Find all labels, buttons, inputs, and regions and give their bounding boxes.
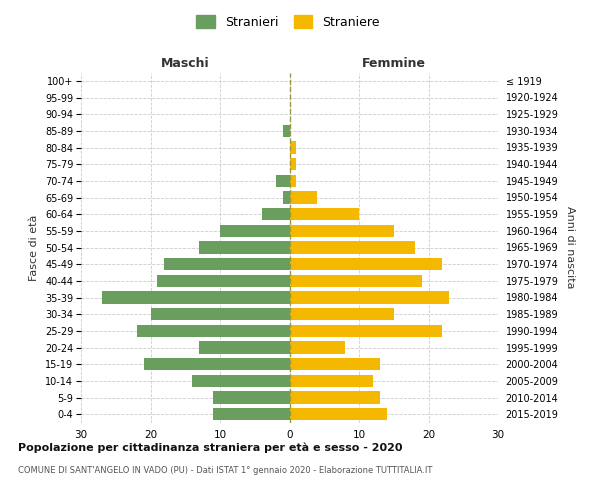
Text: Popolazione per cittadinanza straniera per età e sesso - 2020: Popolazione per cittadinanza straniera p… [18, 442, 403, 453]
Y-axis label: Anni di nascita: Anni di nascita [565, 206, 575, 288]
Text: COMUNE DI SANT'ANGELO IN VADO (PU) - Dati ISTAT 1° gennaio 2020 - Elaborazione T: COMUNE DI SANT'ANGELO IN VADO (PU) - Dat… [18, 466, 433, 475]
Bar [275, 174, 290, 187]
Bar [262, 208, 290, 220]
Bar [290, 258, 442, 270]
Y-axis label: Fasce di età: Fasce di età [29, 214, 40, 280]
Bar [290, 391, 380, 404]
Bar [290, 208, 359, 220]
Bar [164, 258, 290, 270]
Bar [290, 324, 442, 337]
Bar [290, 242, 415, 254]
Bar [143, 358, 290, 370]
Bar [220, 224, 290, 237]
Text: Femmine: Femmine [362, 57, 426, 70]
Bar [290, 191, 317, 204]
Bar [157, 274, 290, 287]
Legend: Stranieri, Straniere: Stranieri, Straniere [193, 11, 383, 32]
Bar [213, 391, 290, 404]
Text: Maschi: Maschi [161, 57, 209, 70]
Bar [199, 242, 290, 254]
Bar [290, 141, 296, 154]
Bar [283, 124, 290, 137]
Bar [290, 374, 373, 387]
Bar [290, 341, 345, 354]
Bar [199, 341, 290, 354]
Bar [283, 191, 290, 204]
Bar [192, 374, 290, 387]
Bar [213, 408, 290, 420]
Bar [290, 274, 422, 287]
Bar [102, 291, 290, 304]
Bar [290, 158, 296, 170]
Bar [290, 358, 380, 370]
Bar [137, 324, 290, 337]
Bar [151, 308, 290, 320]
Bar [290, 174, 296, 187]
Bar [290, 408, 387, 420]
Bar [290, 308, 394, 320]
Bar [290, 224, 394, 237]
Bar [290, 291, 449, 304]
